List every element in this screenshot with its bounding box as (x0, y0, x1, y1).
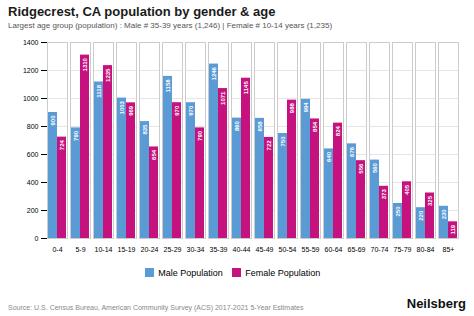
svg-text:1400: 1400 (23, 39, 39, 46)
svg-text:560: 560 (372, 162, 378, 173)
svg-text:854: 854 (312, 121, 318, 132)
svg-text:50-54: 50-54 (279, 246, 297, 253)
svg-text:988: 988 (289, 103, 295, 114)
svg-text:790: 790 (197, 130, 203, 141)
svg-text:10-14: 10-14 (95, 246, 113, 253)
svg-text:80-84: 80-84 (417, 246, 435, 253)
svg-text:5-9: 5-9 (75, 246, 85, 253)
svg-text:1118: 1118 (96, 84, 102, 97)
svg-text:400: 400 (27, 179, 39, 186)
html-text:Source: U.S. Census Bureau, Am: Source: U.S. Census Bureau, American Com… (8, 303, 304, 311)
svg-text:373: 373 (381, 189, 387, 200)
svg-text:40-44: 40-44 (233, 246, 251, 253)
svg-text:970: 970 (174, 105, 180, 116)
svg-text:1235: 1235 (105, 68, 111, 82)
svg-text:85+: 85+ (443, 246, 455, 253)
svg-text:676: 676 (349, 146, 355, 157)
svg-text:25-29: 25-29 (164, 246, 182, 253)
svg-text:325: 325 (427, 195, 433, 206)
svg-text:119: 119 (450, 224, 456, 234)
svg-text:250: 250 (395, 206, 401, 217)
svg-text:970: 970 (188, 105, 194, 116)
svg-text:0-4: 0-4 (52, 246, 62, 253)
svg-text:860: 860 (234, 120, 240, 131)
svg-text:30-34: 30-34 (187, 246, 205, 253)
svg-text:900: 900 (50, 115, 56, 126)
svg-text:790: 790 (73, 130, 79, 141)
svg-text:1071: 1071 (220, 91, 226, 105)
html-text:Neilsberg: Neilsberg (406, 295, 466, 311)
svg-text:20-24: 20-24 (141, 246, 159, 253)
html-text:Female Population: Female Population (245, 267, 321, 278)
svg-text:969: 969 (128, 105, 134, 116)
svg-text:654: 654 (151, 149, 157, 160)
svg-text:220: 220 (418, 210, 424, 221)
svg-text:994: 994 (303, 102, 309, 113)
svg-text:1310: 1310 (82, 57, 88, 71)
svg-text:722: 722 (266, 140, 272, 151)
svg-text:1000: 1000 (23, 95, 39, 102)
svg-text:200: 200 (27, 207, 39, 214)
html-text:Largest age group (population): Largest age group (population) : Male # … (8, 21, 332, 30)
svg-text:1246: 1246 (211, 66, 217, 80)
svg-text:750: 750 (280, 136, 286, 147)
html-text:Ridgecrest, CA population by g: Ridgecrest, CA population by gender & ag… (8, 4, 276, 19)
svg-text:15-19: 15-19 (118, 246, 136, 253)
svg-text:65-69: 65-69 (348, 246, 366, 253)
svg-text:600: 600 (27, 151, 39, 158)
svg-text:1003: 1003 (119, 100, 125, 114)
svg-text:60-64: 60-64 (325, 246, 343, 253)
svg-text:858: 858 (257, 121, 263, 132)
svg-text:0: 0 (35, 235, 39, 242)
svg-text:230: 230 (441, 209, 447, 220)
svg-text:1145: 1145 (243, 81, 249, 95)
svg-text:1200: 1200 (23, 67, 39, 74)
svg-text:640: 640 (326, 151, 332, 162)
svg-text:35-39: 35-39 (210, 246, 228, 253)
svg-text:405: 405 (404, 184, 410, 195)
svg-text:55-59: 55-59 (302, 246, 320, 253)
svg-text:824: 824 (335, 125, 341, 136)
svg-text:70-74: 70-74 (371, 246, 389, 253)
svg-text:75-79: 75-79 (394, 246, 412, 253)
svg-text:1158: 1158 (165, 79, 171, 93)
svg-text:45-49: 45-49 (256, 246, 274, 253)
svg-text:556: 556 (358, 163, 364, 174)
svg-text:800: 800 (27, 123, 39, 130)
html-text:Male Population: Male Population (158, 267, 223, 278)
svg-text:724: 724 (59, 139, 65, 150)
svg-text:835: 835 (142, 124, 148, 135)
